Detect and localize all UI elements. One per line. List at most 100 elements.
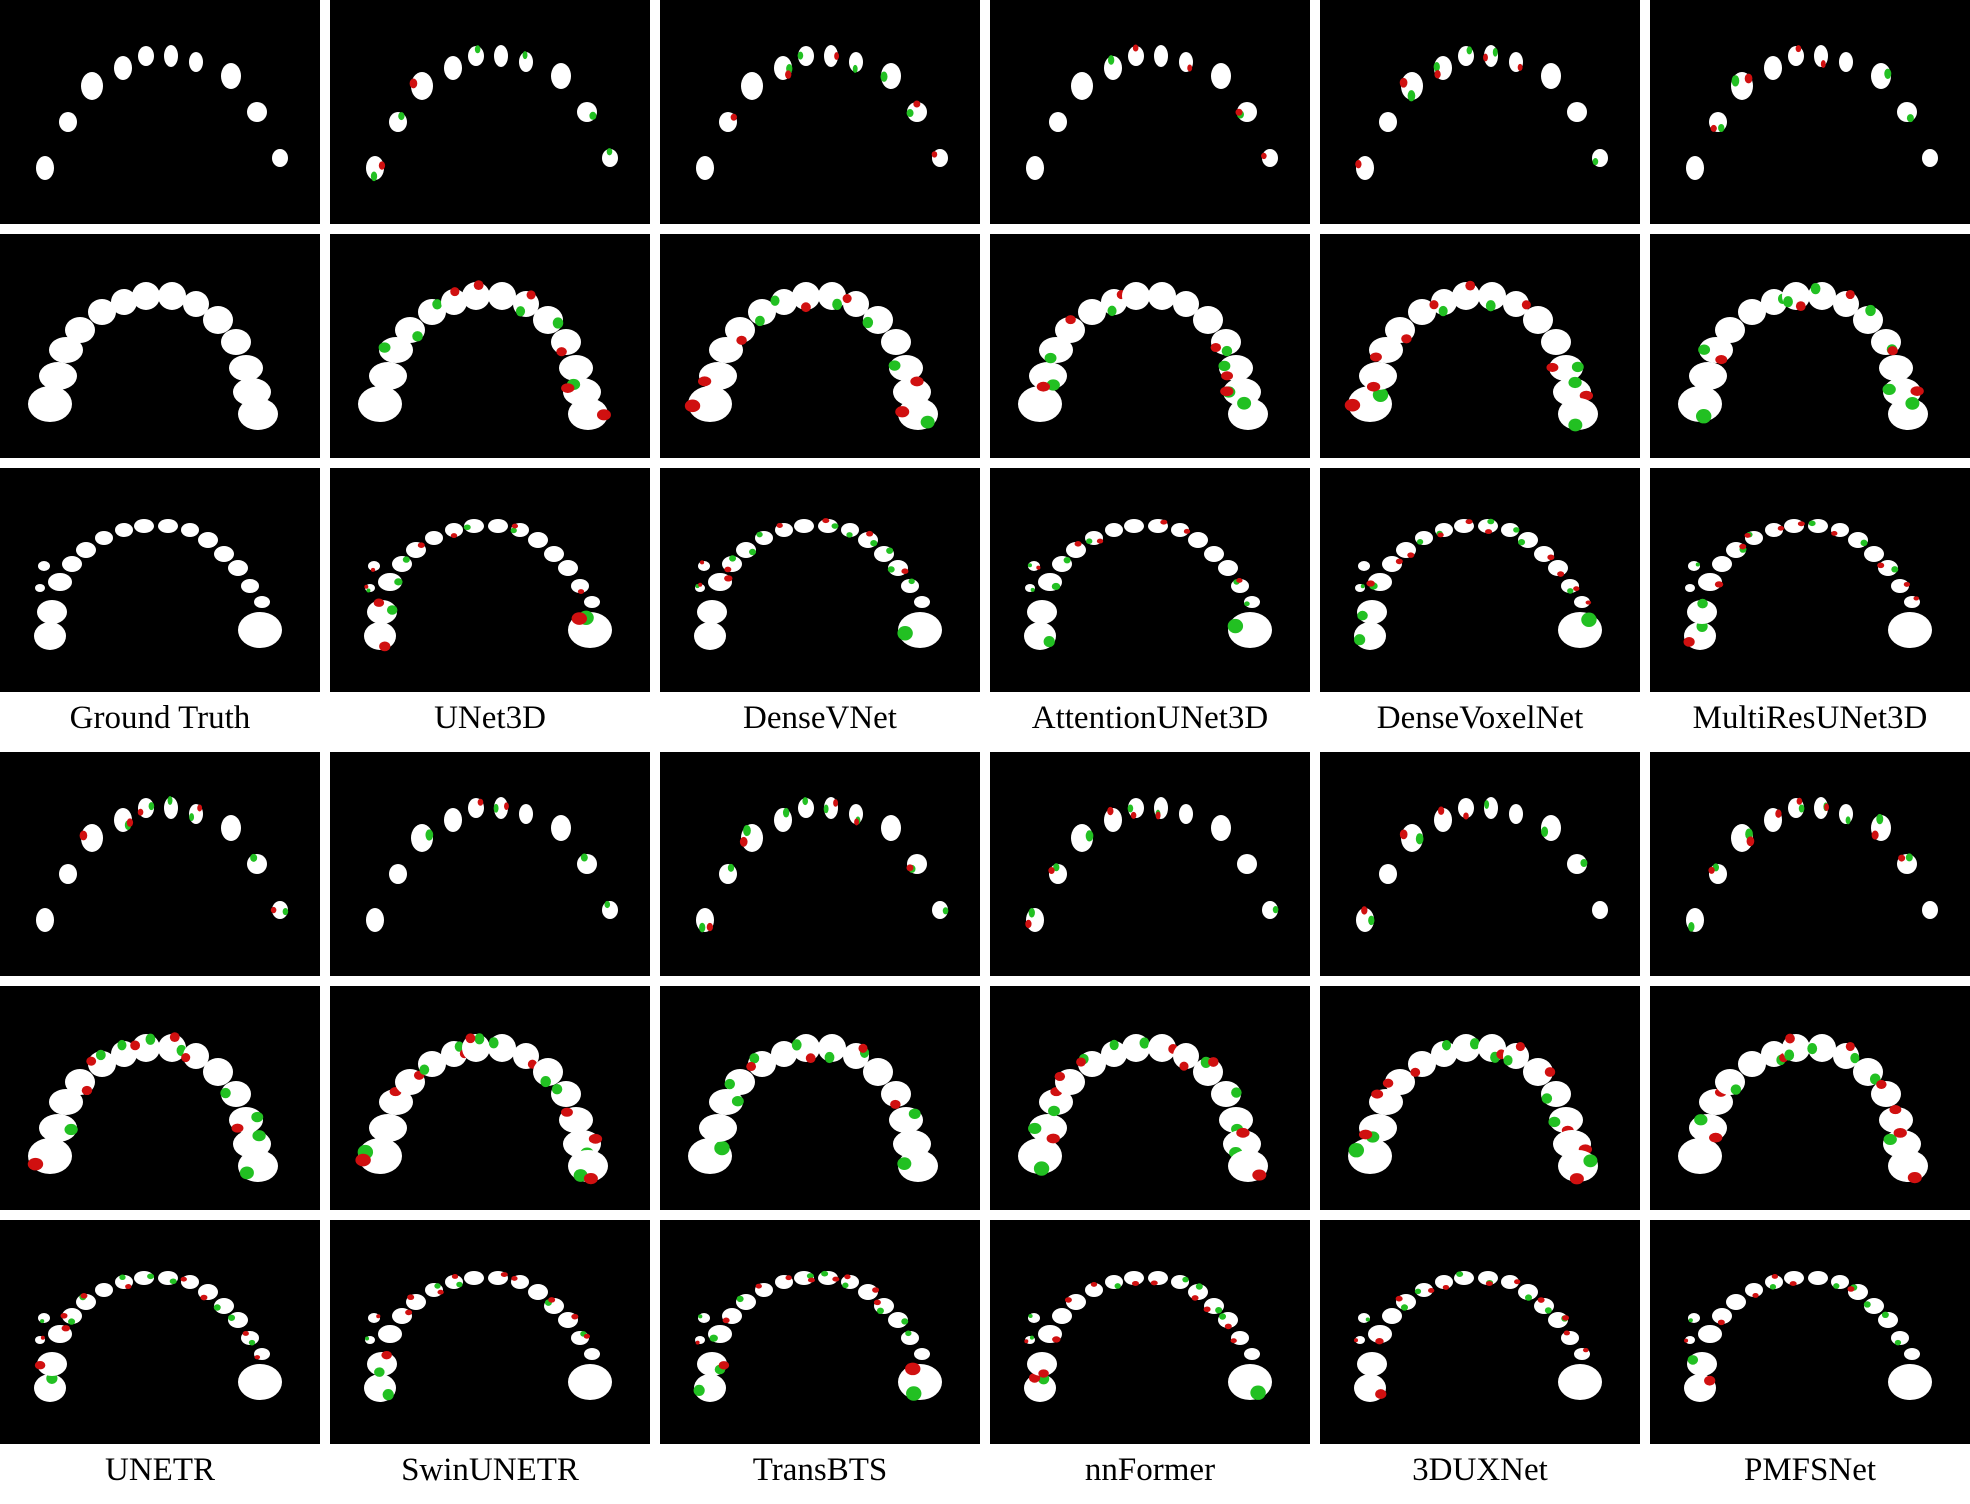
- false-negative-region: [228, 1314, 236, 1321]
- false-positive-region: [698, 582, 703, 587]
- false-negative-region: [412, 331, 423, 342]
- false-positive-region: [805, 1053, 816, 1064]
- false-positive-region: [181, 1052, 191, 1063]
- tooth-mask: [1105, 523, 1123, 537]
- tooth-mask: [462, 282, 490, 310]
- false-negative-region: [540, 1075, 551, 1088]
- tooth-mask: [425, 531, 443, 545]
- tooth-mask: [1685, 584, 1695, 592]
- tooth-mask: [907, 102, 927, 122]
- false-negative-region: [1272, 906, 1279, 914]
- false-negative-region: [1048, 1105, 1060, 1117]
- false-negative-region: [589, 111, 597, 120]
- tooth-mask: [228, 560, 248, 576]
- false-positive-region: [1582, 1348, 1589, 1353]
- false-negative-region: [1567, 588, 1574, 594]
- false-positive-region: [1131, 1281, 1139, 1286]
- false-negative-region: [1513, 527, 1520, 533]
- false-positive-region: [1714, 581, 1724, 588]
- false-negative-region: [1905, 853, 1913, 862]
- tooth-mask: [1523, 1058, 1553, 1086]
- false-positive-region: [1831, 530, 1838, 536]
- false-positive-region: [254, 1355, 261, 1360]
- tooth-mask: [203, 306, 233, 334]
- false-positive-region: [417, 542, 425, 548]
- tooth-mask: [1765, 523, 1783, 537]
- false-negative-region: [729, 555, 737, 562]
- dental-segmentation-image: [1686, 797, 1938, 932]
- false-negative-region: [1063, 556, 1071, 564]
- tooth-mask: [114, 56, 132, 80]
- tooth-mask: [709, 1089, 743, 1115]
- method-label: MultiResUNet3D: [1692, 700, 1928, 736]
- method-label: UNETR: [105, 1452, 215, 1488]
- false-negative-region: [1357, 610, 1368, 621]
- false-positive-region: [1893, 1127, 1907, 1138]
- false-positive-region: [1739, 543, 1747, 550]
- false-positive-region: [858, 1043, 868, 1053]
- false-negative-region: [846, 532, 853, 538]
- segmentation-tile: [990, 1220, 1310, 1444]
- false-positive-region: [695, 1340, 700, 1345]
- false-negative-region: [552, 317, 564, 329]
- false-positive-region: [1876, 1079, 1887, 1089]
- tooth-mask: [1262, 149, 1278, 167]
- false-negative-region: [802, 797, 809, 806]
- segmentation-tile: [660, 986, 980, 1210]
- false-positive-region: [1183, 528, 1191, 534]
- false-negative-region: [1525, 1294, 1533, 1301]
- false-negative-region: [1807, 1043, 1818, 1055]
- tooth-mask: [881, 815, 901, 841]
- dental-segmentation-image: [1684, 1271, 1932, 1402]
- false-negative-region: [1438, 305, 1448, 317]
- segmentation-tile: [1320, 468, 1640, 692]
- segmentation-tile: [1650, 234, 1970, 458]
- dental-segmentation-image: [36, 45, 288, 180]
- tooth-mask: [1501, 1275, 1519, 1289]
- false-positive-region: [1428, 1288, 1435, 1293]
- false-positive-region: [1910, 386, 1924, 396]
- tooth-mask: [1219, 1107, 1253, 1133]
- tooth-mask: [1431, 289, 1457, 315]
- false-positive-region: [1065, 315, 1076, 325]
- false-negative-region: [382, 1389, 394, 1401]
- false-negative-region: [727, 863, 735, 872]
- false-negative-region: [1808, 520, 1816, 527]
- dental-segmentation-image: [1018, 1034, 1268, 1182]
- tooth-mask: [528, 1284, 548, 1300]
- false-positive-region: [500, 1272, 508, 1277]
- segmentation-tile: [0, 752, 320, 976]
- false-positive-region: [381, 1350, 392, 1360]
- tooth-mask: [858, 1284, 878, 1300]
- false-positive-region: [1090, 1281, 1098, 1287]
- false-positive-region: [913, 100, 921, 108]
- false-negative-region: [606, 148, 613, 156]
- tooth-mask: [76, 542, 96, 558]
- segmentation-tile: [330, 0, 650, 224]
- false-negative-region: [251, 1111, 264, 1123]
- tooth-mask: [1101, 1041, 1127, 1067]
- false-negative-region: [876, 1307, 884, 1315]
- false-positive-region: [1775, 809, 1782, 818]
- false-positive-region: [931, 151, 938, 158]
- false-positive-region: [1107, 806, 1114, 816]
- false-negative-region: [756, 531, 763, 538]
- false-positive-region: [1795, 45, 1802, 53]
- false-negative-region: [782, 807, 790, 818]
- false-negative-region: [824, 1051, 835, 1064]
- tooth-mask: [1558, 398, 1598, 430]
- tooth-mask: [379, 1089, 413, 1115]
- false-positive-region: [1375, 1389, 1387, 1399]
- tooth-mask: [221, 1081, 251, 1107]
- tooth-mask: [1148, 1034, 1176, 1062]
- false-positive-region: [1847, 1286, 1855, 1292]
- tooth-mask: [1745, 1283, 1763, 1297]
- false-positive-region: [1395, 1295, 1403, 1302]
- tooth-mask: [1193, 306, 1223, 334]
- false-positive-region: [1076, 1057, 1086, 1067]
- segmentation-tile: [660, 1220, 980, 1444]
- tooth-mask: [1018, 386, 1062, 422]
- tooth-mask: [725, 317, 755, 343]
- tooth-mask: [881, 1081, 911, 1107]
